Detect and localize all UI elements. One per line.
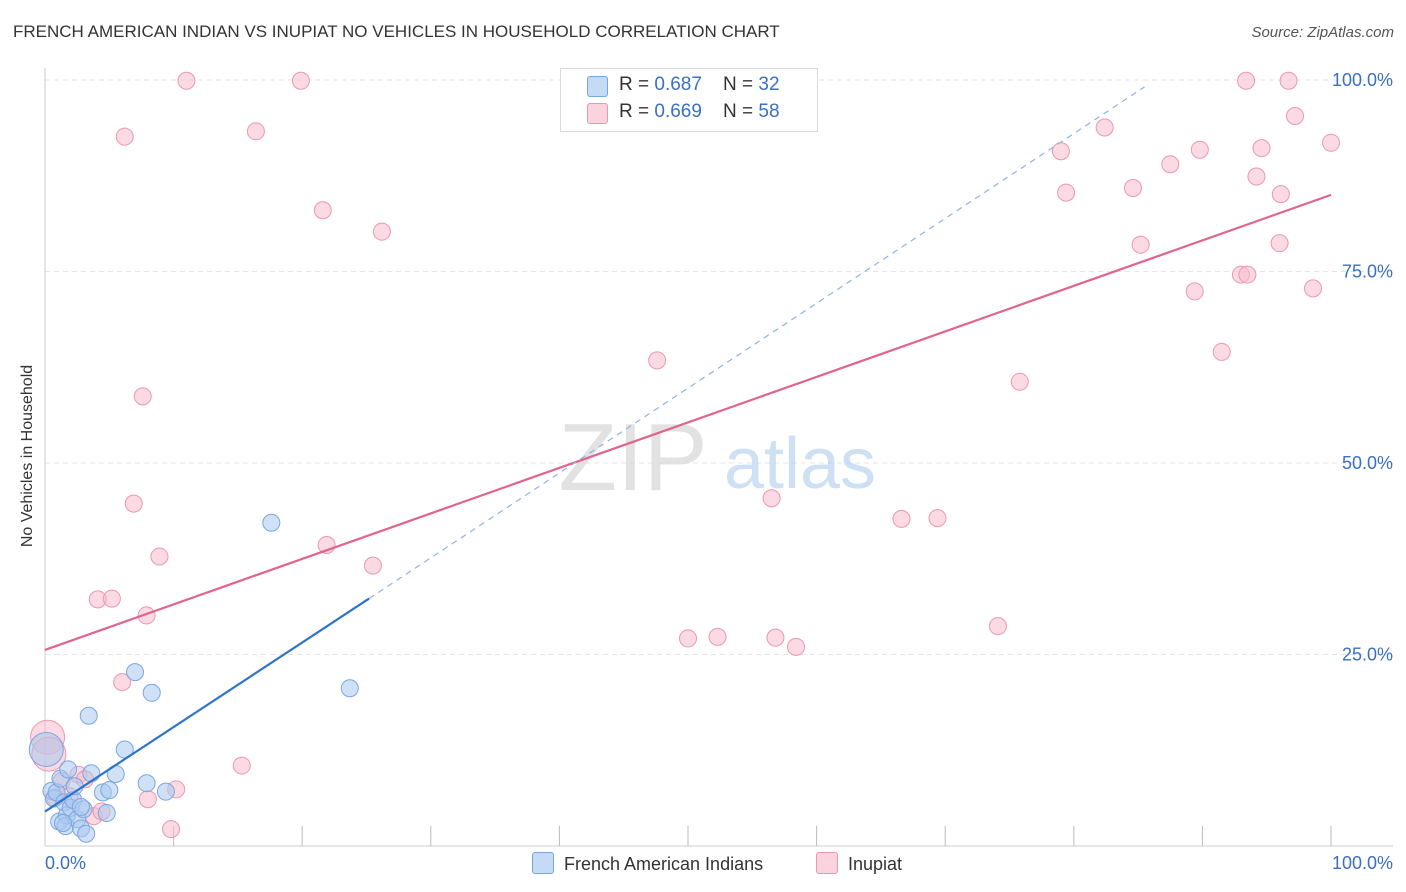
inupiat-point bbox=[1270, 234, 1289, 253]
inupiat-point bbox=[1252, 139, 1271, 158]
inupiat-point bbox=[1238, 265, 1257, 284]
inupiat-point bbox=[1285, 107, 1304, 126]
y-tick-label: 75.0% bbox=[1342, 262, 1393, 282]
inupiat-point bbox=[1161, 155, 1180, 174]
inupiat-point bbox=[1279, 71, 1298, 90]
inupiat-point bbox=[708, 627, 727, 646]
inupiat-point bbox=[363, 556, 382, 575]
x-tick-label-max: 100.0% bbox=[1332, 853, 1393, 873]
french-american-indians-point bbox=[28, 731, 64, 767]
french-american-indians-point bbox=[72, 797, 91, 816]
inupiat-point bbox=[162, 820, 181, 839]
inupiat-point bbox=[1322, 133, 1340, 152]
french-american-indians-point bbox=[142, 683, 161, 702]
french-american-indians-point bbox=[97, 804, 116, 823]
inupiat-point bbox=[892, 509, 911, 528]
inupiat-point bbox=[291, 71, 310, 90]
inupiat-point bbox=[1095, 118, 1114, 137]
inupiat-point bbox=[1010, 372, 1029, 391]
french-american-indians-point bbox=[137, 774, 156, 793]
inupiat-point bbox=[150, 547, 169, 566]
watermark-zip: ZIP bbox=[558, 404, 707, 511]
french-american-indians-point bbox=[59, 760, 78, 779]
bottom-legend-swatch-pink bbox=[816, 852, 838, 874]
legend-swatch-pink bbox=[587, 103, 608, 124]
inupiat-point bbox=[113, 673, 132, 692]
inupiat-point bbox=[928, 509, 947, 528]
trend-lines bbox=[44, 86, 1332, 813]
inupiat-point bbox=[679, 629, 697, 648]
inupiat-point bbox=[1123, 179, 1142, 198]
legend-n-label: N = bbox=[723, 74, 759, 95]
inupiat-point bbox=[177, 71, 196, 90]
inupiat-point bbox=[246, 122, 265, 141]
inupiat-point bbox=[1057, 183, 1076, 202]
y-tick-label: 50.0% bbox=[1342, 453, 1393, 473]
axes bbox=[44, 68, 1393, 847]
inupiat-point bbox=[1190, 140, 1209, 159]
inupiat-point bbox=[1271, 185, 1290, 204]
legend-r-value: 0.669 bbox=[654, 101, 702, 122]
chart-title: FRENCH AMERICAN INDIAN VS INUPIAT NO VEH… bbox=[13, 22, 780, 41]
french-american-indians-point bbox=[340, 679, 359, 698]
legend-n-label: N = bbox=[723, 101, 759, 122]
inupiat-point bbox=[1051, 142, 1070, 161]
source-credit: Source: ZipAtlas.com bbox=[1251, 24, 1394, 41]
watermark-atlas: atlas bbox=[724, 424, 876, 504]
stats-legend: R = 0.687 N = 32 R = 0.669 N = 58 bbox=[560, 68, 818, 132]
inupiat-point bbox=[1131, 235, 1150, 254]
inupiat-point bbox=[115, 127, 134, 146]
y-tick-label: 100.0% bbox=[1332, 70, 1393, 90]
watermark: ZIP atlas bbox=[558, 404, 876, 511]
tick-labels: 25.0% 50.0% 75.0% 100.0% 0.0% 100.0% bbox=[45, 70, 1393, 873]
inupiat-point bbox=[787, 637, 806, 656]
inupiat-point bbox=[988, 617, 1007, 636]
bottom-legend-swatch-blue bbox=[532, 852, 554, 874]
inupiat-point bbox=[1185, 282, 1204, 301]
french-american-indians-point bbox=[126, 663, 145, 682]
inupiat-point bbox=[372, 222, 391, 241]
bottom-legend-inupiat: Inupiat bbox=[816, 852, 902, 875]
french-american-indians-point bbox=[82, 764, 101, 783]
legend-r-label: R = bbox=[619, 101, 655, 122]
x-tick-label-min: 0.0% bbox=[45, 853, 86, 873]
inupiat-point bbox=[1247, 167, 1266, 186]
french-american-indians-point bbox=[100, 781, 119, 800]
inupiat-point bbox=[1303, 279, 1322, 298]
french-american-indians-point bbox=[54, 814, 73, 833]
legend-r-value: 0.687 bbox=[654, 74, 702, 95]
legend-n-value: 58 bbox=[758, 101, 780, 122]
inupiat-point bbox=[1237, 71, 1256, 90]
inupiat-point bbox=[124, 494, 143, 513]
legend-swatch-blue bbox=[587, 76, 608, 97]
legend-n-value: 32 bbox=[758, 74, 780, 95]
inupiat-point bbox=[766, 628, 785, 647]
inupiat-point bbox=[232, 756, 251, 775]
inupiat-point bbox=[648, 351, 667, 370]
french-american-indians-trend-line bbox=[44, 597, 370, 813]
y-tick-label: 25.0% bbox=[1342, 645, 1393, 665]
bottom-legend-label: French American Indians bbox=[564, 854, 764, 874]
french-american-indians-point bbox=[262, 513, 281, 532]
french-american-indians-trend-extension bbox=[368, 86, 1145, 600]
bottom-legend-french-american-indians: French American Indians bbox=[532, 852, 763, 875]
french-american-indians-point bbox=[77, 824, 96, 843]
legend-r-label: R = bbox=[619, 74, 655, 95]
data-points bbox=[28, 71, 1340, 843]
bottom-legend-label: Inupiat bbox=[848, 854, 903, 874]
french-american-indians-point bbox=[156, 782, 175, 801]
french-american-indians-point bbox=[79, 706, 98, 725]
inupiat-point bbox=[313, 201, 332, 220]
inupiat-point bbox=[762, 489, 781, 508]
inupiat-point bbox=[133, 387, 152, 406]
inupiat-point bbox=[1212, 342, 1231, 361]
inupiat-point bbox=[138, 790, 157, 809]
inupiat-point bbox=[102, 589, 121, 608]
inupiat-point bbox=[137, 606, 156, 625]
inupiat-trend-line bbox=[44, 193, 1332, 651]
